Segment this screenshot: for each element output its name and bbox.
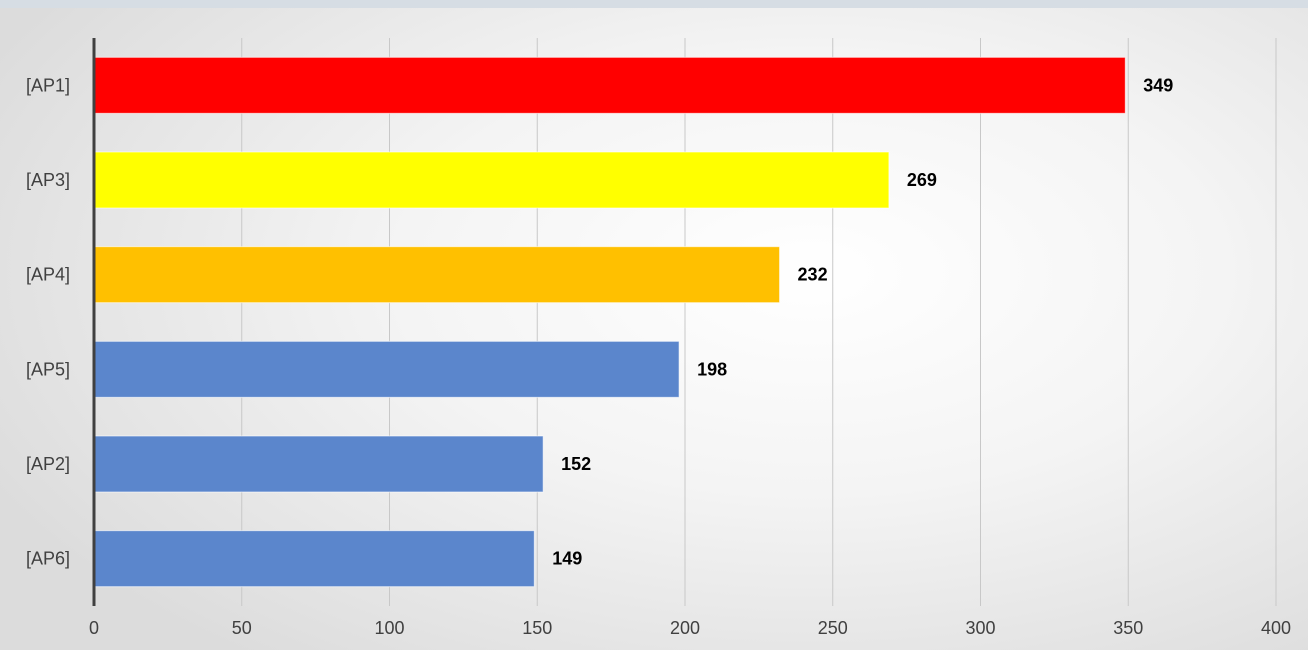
category-label: [AP5]: [26, 359, 70, 379]
x-tick-label: 200: [670, 618, 700, 638]
category-label: [AP2]: [26, 454, 70, 474]
bars: [94, 56, 1126, 588]
data-label: 149: [552, 549, 582, 569]
x-tick-label: 100: [374, 618, 404, 638]
x-tick-label: 0: [89, 618, 99, 638]
x-tick-label: 300: [965, 618, 995, 638]
x-axis-tick-labels: 0 50 100 150 200 250 300 350 400: [89, 618, 1291, 638]
x-tick-label: 150: [522, 618, 552, 638]
bar-ap3: [94, 151, 890, 209]
data-label: 198: [697, 359, 727, 379]
data-label: 349: [1143, 75, 1173, 95]
gridlines: [241, 38, 1277, 606]
category-label: [AP3]: [26, 170, 70, 190]
bar-ap2: [94, 435, 544, 493]
data-labels: 349 269 232 198 152 149: [552, 75, 1173, 568]
category-label: [AP6]: [26, 549, 70, 569]
window-top-bar: [0, 0, 1308, 8]
bar-ap4: [94, 246, 781, 304]
x-tick-label: 250: [818, 618, 848, 638]
x-tick-label: 400: [1261, 618, 1291, 638]
data-label: 269: [907, 170, 937, 190]
data-label: 152: [561, 454, 591, 474]
data-label: 232: [798, 265, 828, 285]
bar-ap1: [94, 56, 1126, 114]
category-label: [AP1]: [26, 75, 70, 95]
bar-ap6: [94, 530, 535, 588]
x-tick-label: 50: [232, 618, 252, 638]
x-tick-label: 350: [1113, 618, 1143, 638]
bar-ap5: [94, 340, 680, 398]
category-label: [AP4]: [26, 265, 70, 285]
category-labels: [AP1] [AP3] [AP4] [AP5] [AP2] [AP6]: [26, 75, 70, 568]
